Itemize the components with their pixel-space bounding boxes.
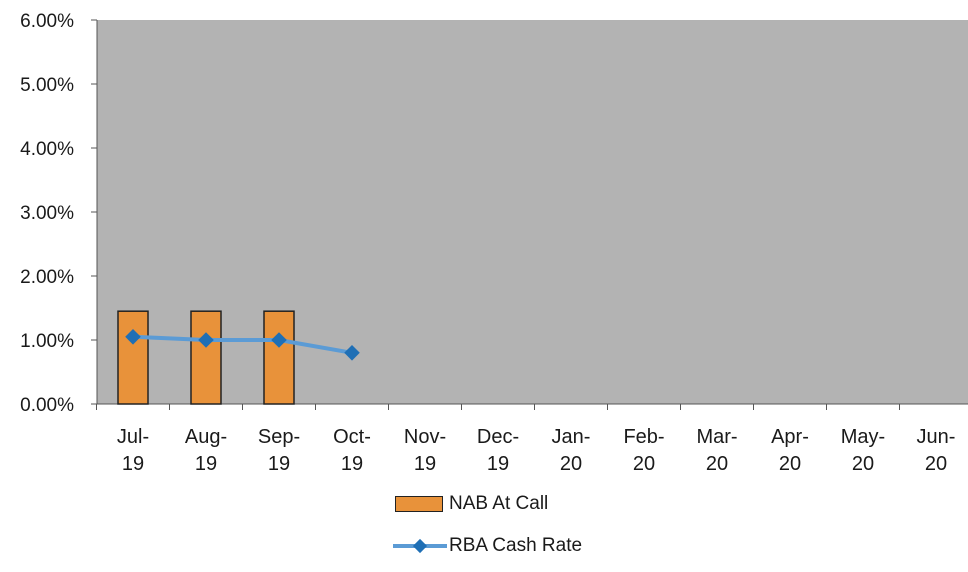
bar (118, 311, 148, 404)
x-tick-label: Sep-19 (258, 426, 300, 475)
bar-series-nab-at-call (118, 311, 294, 404)
y-tick-label: 6.00% (20, 11, 74, 32)
legend-item-rba-cash-rate: RBA Cash Rate (395, 530, 655, 562)
x-tick-label: Feb-20 (623, 426, 664, 475)
x-tick-label: May-20 (841, 426, 885, 475)
y-tick-label: 1.00% (20, 331, 74, 352)
x-tick-label: Jan-20 (552, 426, 591, 475)
plot-area (97, 20, 968, 404)
x-tick-label: Jul-19 (117, 426, 149, 475)
legend-bar-swatch (395, 496, 443, 512)
y-tick-label: 4.00% (20, 139, 74, 160)
bar (264, 311, 294, 404)
x-tick-label: Nov-19 (404, 426, 446, 475)
legend-label: NAB At Call (449, 493, 548, 515)
x-tick-label: Apr-20 (771, 426, 809, 475)
legend: NAB At Call RBA Cash Rate (395, 488, 655, 572)
y-axis: 0.00% 1.00% 2.00% 3.00% 4.00% 5.00% 6.00% (20, 11, 97, 416)
legend-line-swatch (393, 538, 447, 554)
x-tick-label: Mar-20 (696, 426, 737, 475)
x-tick-label: Aug-19 (185, 426, 227, 475)
legend-label: RBA Cash Rate (449, 535, 582, 557)
y-tick-label: 2.00% (20, 267, 74, 288)
y-tick-label: 5.00% (20, 75, 74, 96)
x-axis: Jul-19 Aug-19 Sep-19 Oct-19 Nov-19 Dec-19 Jan-… (97, 404, 968, 475)
bar (191, 311, 221, 404)
x-tick-label: Dec-19 (477, 426, 519, 475)
x-tick-label: Jun-20 (917, 426, 956, 475)
x-tick-label: Oct-19 (333, 426, 371, 475)
legend-item-nab-at-call: NAB At Call (395, 488, 655, 520)
y-tick-label: 0.00% (20, 395, 74, 416)
y-tick-label: 3.00% (20, 203, 74, 224)
